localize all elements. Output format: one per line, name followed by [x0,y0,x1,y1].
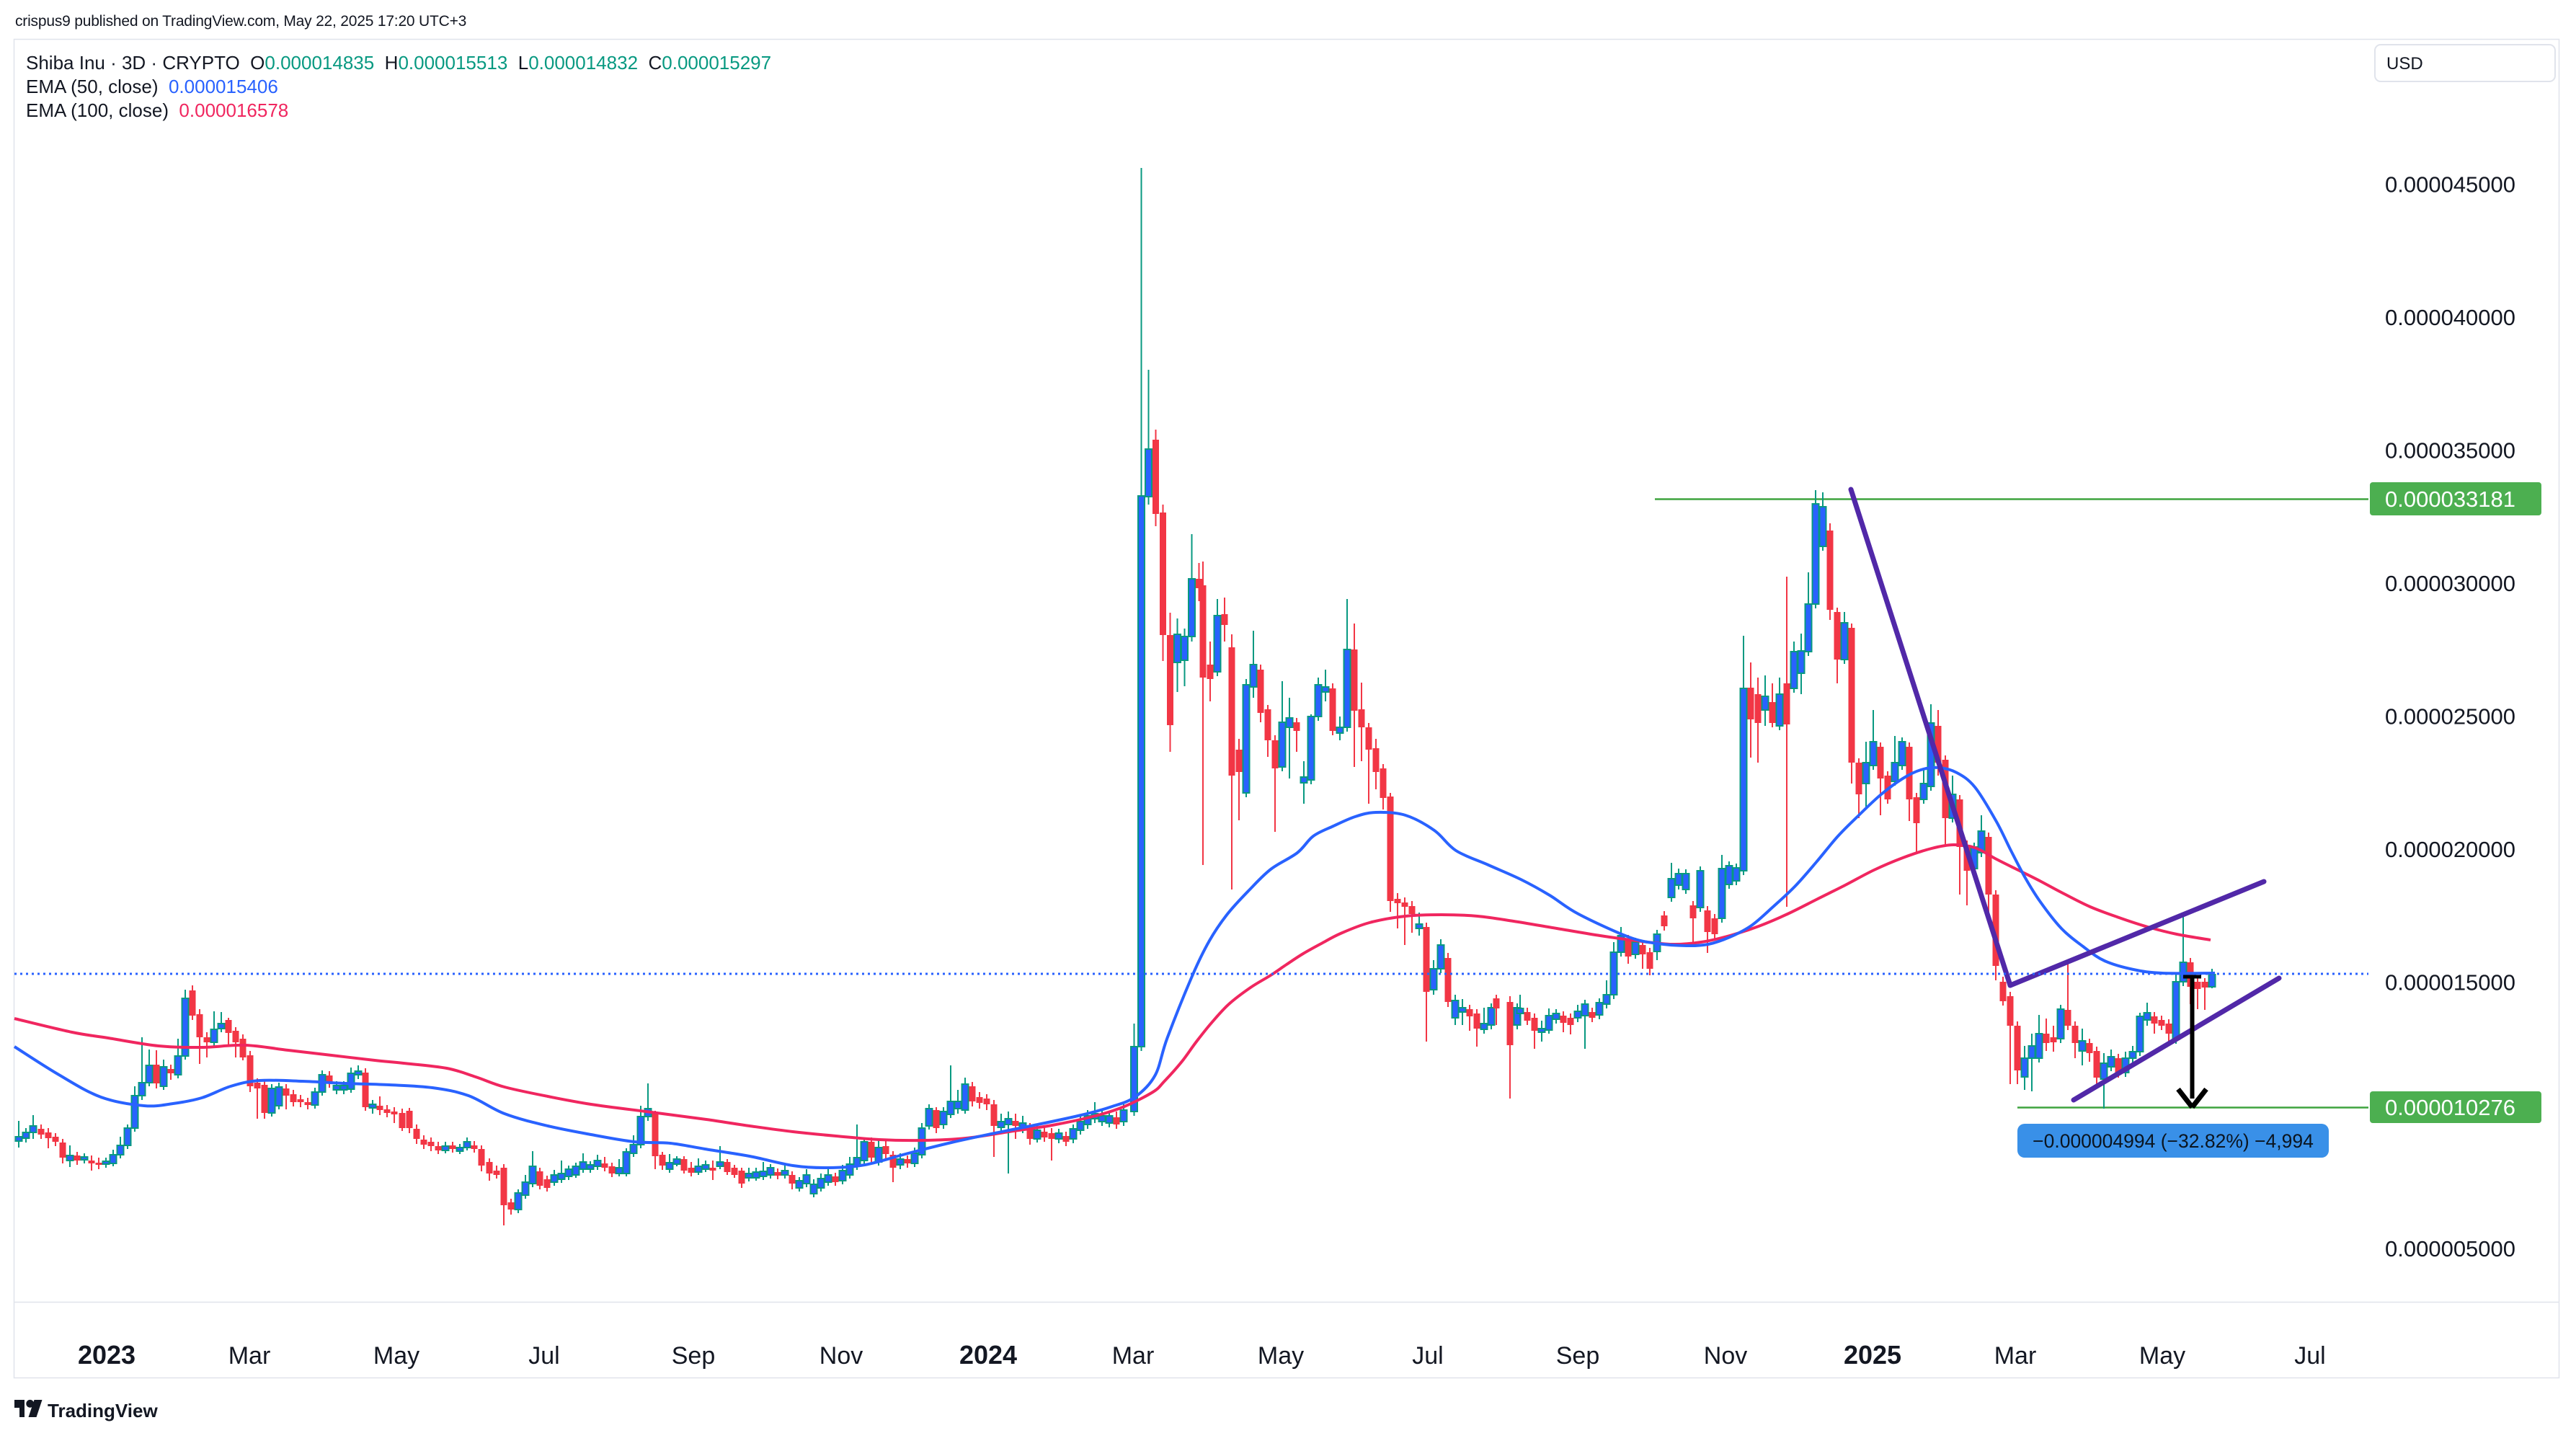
svg-text:0.000040000: 0.000040000 [2385,305,2515,330]
svg-text:0.000010276: 0.000010276 [2385,1095,2515,1120]
svg-text:0.000045000: 0.000045000 [2385,172,2515,198]
svg-text:Sep: Sep [672,1342,716,1370]
svg-text:Mar: Mar [1994,1342,2037,1370]
svg-text:2023: 2023 [78,1340,136,1370]
svg-text:Nov: Nov [820,1342,863,1370]
svg-text:May: May [1258,1342,1304,1370]
svg-text:Jul: Jul [2294,1342,2325,1370]
svg-text:Jul: Jul [528,1342,559,1370]
svg-text:Jul: Jul [1412,1342,1443,1370]
svg-text:0.000020000: 0.000020000 [2385,837,2515,862]
svg-text:Mar: Mar [1112,1342,1155,1370]
svg-text:0.000035000: 0.000035000 [2385,438,2515,463]
svg-text:May: May [373,1342,419,1370]
svg-text:TradingView: TradingView [48,1400,158,1421]
svg-text:0.000033181: 0.000033181 [2385,487,2515,512]
svg-text:0.000015000: 0.000015000 [2385,970,2515,995]
svg-text:May: May [2139,1342,2185,1370]
svg-text:0.000030000: 0.000030000 [2385,571,2515,596]
svg-text:USD: USD [2386,54,2423,74]
svg-text:0.000025000: 0.000025000 [2385,704,2515,729]
svg-text:2025: 2025 [1844,1340,1901,1370]
svg-text:2024: 2024 [959,1340,1017,1370]
svg-text:−0.000004994 (−32.82%) −4,994: −0.000004994 (−32.82%) −4,994 [2033,1130,2314,1152]
svg-text:Mar: Mar [228,1342,271,1370]
svg-text:Nov: Nov [1704,1342,1747,1370]
svg-text:0.000005000: 0.000005000 [2385,1236,2515,1261]
svg-text:Sep: Sep [1556,1342,1600,1370]
